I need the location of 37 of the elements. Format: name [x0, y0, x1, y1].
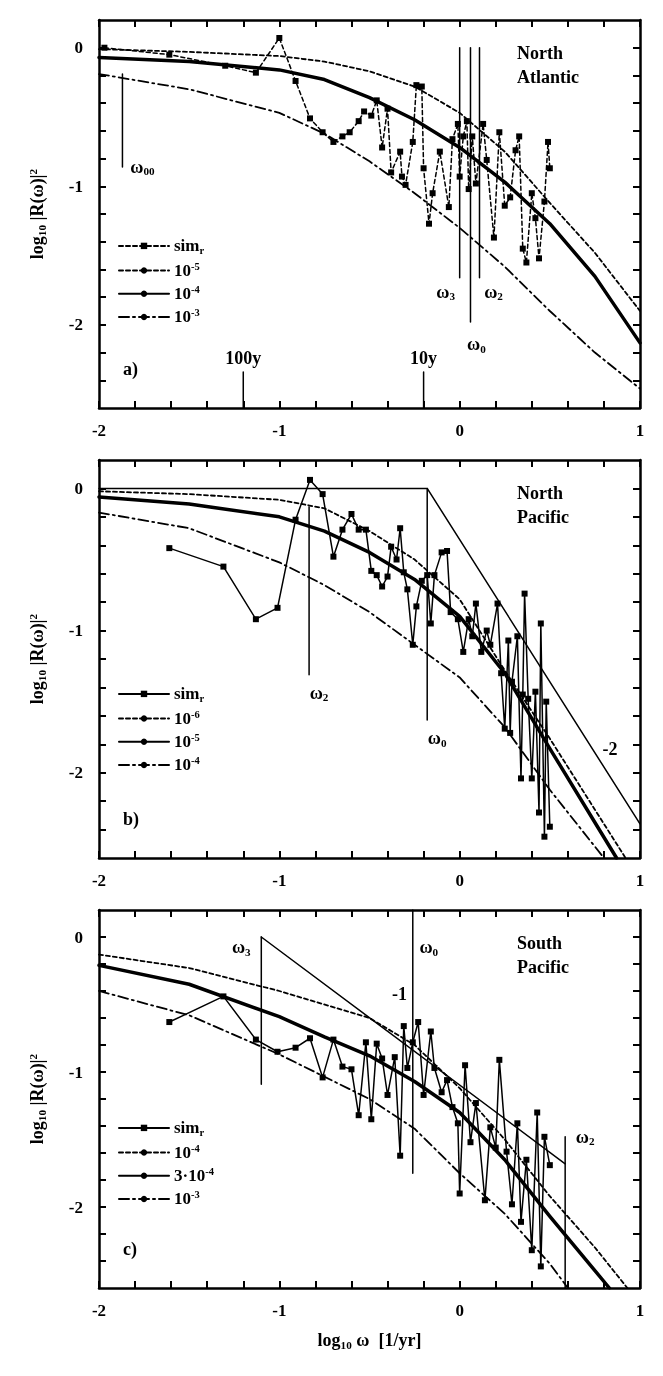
y-tick-label: -2: [68, 1197, 83, 1217]
x-tick-label: 1: [635, 871, 645, 890]
x-tick-label: -2: [91, 1301, 107, 1320]
text: South Pacific: [517, 933, 569, 977]
legend-label: simr: [174, 1118, 205, 1138]
y-tick-label: -1: [68, 1062, 83, 1082]
x-tick-label: 0: [455, 1301, 464, 1320]
y-tick-label: 0: [74, 478, 83, 498]
annotation: c): [123, 1239, 137, 1260]
x-tick-label: -1: [272, 871, 287, 890]
x-tick-label: -1: [272, 421, 287, 440]
y-tick-label: -1: [68, 176, 83, 196]
annotation: 10y: [410, 347, 438, 368]
x-tick-label: 0: [455, 421, 464, 440]
y-tick-label: -2: [68, 763, 83, 783]
text: North Atlantic: [517, 43, 579, 87]
annotation: b): [123, 809, 140, 830]
annotation: 100y: [225, 347, 262, 368]
text: North Pacific: [517, 483, 569, 527]
x-tick-label: 1: [635, 421, 645, 440]
y-tick-label: 0: [74, 38, 83, 58]
y-tick-label: -2: [68, 315, 83, 335]
x-tick-label: -2: [91, 871, 107, 890]
y-tick-label: 0: [74, 927, 83, 947]
legend-label: simr: [174, 684, 205, 704]
annotation: -1: [392, 984, 407, 1004]
y-axis-title: log10 |R(ω)|2: [26, 168, 48, 260]
y-axis-title: log10 |R(ω)|2: [26, 613, 48, 705]
x-tick-label: -1: [272, 1301, 287, 1320]
y-tick-label: -1: [68, 621, 83, 641]
legend-label: simr: [174, 236, 205, 256]
x-tick-label: -2: [91, 421, 107, 440]
annotation: a): [123, 359, 138, 380]
annotation: -2: [602, 738, 618, 759]
x-tick-label: 0: [455, 871, 464, 890]
x-tick-label: 1: [635, 1301, 645, 1320]
y-axis-title: log10 |R(ω)|2: [26, 1053, 48, 1145]
